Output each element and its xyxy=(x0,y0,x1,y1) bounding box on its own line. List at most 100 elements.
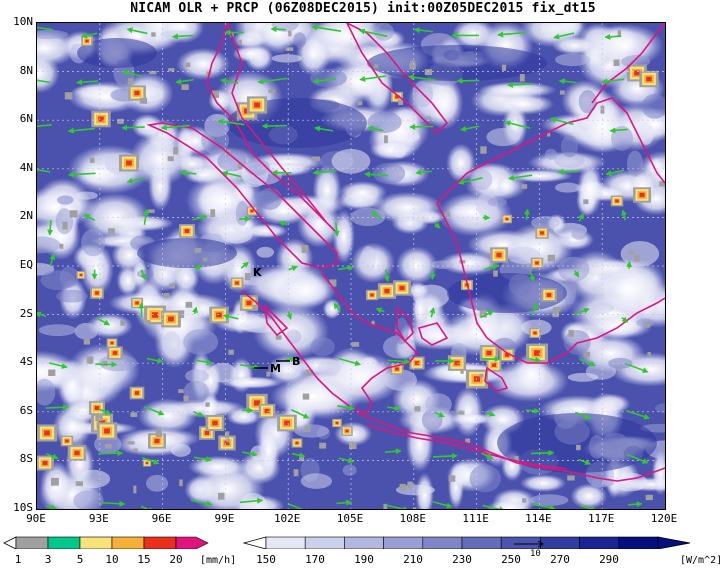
latitude-label: 2N xyxy=(19,209,33,223)
olr-colorbar-swatch xyxy=(422,536,463,549)
olr-cloud-patch xyxy=(162,330,181,356)
longitude-label: 99E xyxy=(214,512,235,525)
station-label: B xyxy=(292,355,300,368)
olr-cloud-patch xyxy=(235,200,249,227)
olr-cloud-patch xyxy=(300,473,333,489)
wind-vector xyxy=(484,410,496,417)
precip-cell xyxy=(285,47,294,51)
wind-vector xyxy=(37,168,51,173)
wind-vector xyxy=(239,497,264,504)
precip-cell xyxy=(567,475,575,481)
wind-vector xyxy=(621,209,628,221)
coastline-path xyxy=(263,303,289,337)
coastline-path xyxy=(396,306,414,343)
olr-cloud-patch xyxy=(531,215,560,230)
olr-cloud-patch xyxy=(256,246,275,258)
precip-cell xyxy=(540,231,544,235)
wind-vector xyxy=(580,505,597,509)
wind-vector xyxy=(338,357,362,367)
wind-vector xyxy=(413,27,434,34)
wind-vector xyxy=(621,316,629,323)
olr-cloud-patch xyxy=(267,354,309,385)
coastline-path xyxy=(206,23,338,234)
wind-vector xyxy=(97,317,111,326)
precip-cell xyxy=(553,306,561,312)
precip-cell xyxy=(398,99,404,105)
wind-vector xyxy=(385,504,410,509)
precip-cell xyxy=(568,329,574,337)
wind-vector xyxy=(126,176,146,184)
precip-cell xyxy=(228,349,234,355)
precip-cell xyxy=(351,342,360,347)
precip-colorbar-tick-label: 15 xyxy=(137,553,151,566)
olr-cloud-patch xyxy=(270,376,354,417)
latitude-label: 8S xyxy=(19,452,33,466)
latitude-label: 2S xyxy=(19,306,33,320)
wind-vector xyxy=(430,270,436,280)
wind-vector xyxy=(532,503,556,509)
precip-colorbar-tick-label: 20 xyxy=(169,553,183,566)
precip-cell xyxy=(203,257,208,262)
precip-cell xyxy=(178,389,184,393)
olr-cloud-patch xyxy=(176,47,231,81)
olr-cloud-patch xyxy=(37,53,60,94)
olr-colorbar-right-triangle xyxy=(657,536,691,549)
wind-vector xyxy=(217,118,245,126)
precip-cell xyxy=(617,366,622,370)
precip-cell xyxy=(645,494,653,501)
wind-vector xyxy=(140,269,147,281)
wind-vector xyxy=(336,499,353,506)
wind-vector xyxy=(482,504,506,509)
wind-vector xyxy=(367,125,384,132)
precip-cell xyxy=(237,163,242,170)
precip-cell xyxy=(535,261,539,265)
wind-vector xyxy=(241,450,258,457)
olr-cloud-patch xyxy=(56,289,88,303)
olr-cloud-patch xyxy=(172,262,200,293)
wind-vector xyxy=(126,27,148,35)
olr-cloud-patch xyxy=(38,324,77,337)
olr-cloud-patch xyxy=(293,32,306,48)
precip-cell xyxy=(424,69,433,76)
precip-cell xyxy=(319,442,327,449)
olr-cloud-patch xyxy=(620,241,660,267)
olr-cloud-patch xyxy=(651,449,665,496)
olr-cloud-patch xyxy=(372,162,406,184)
precip-colorbar-tick-label: 3 xyxy=(44,553,52,566)
wind-vector xyxy=(292,452,306,459)
precip-cell xyxy=(613,59,620,66)
olr-cloud-patch xyxy=(271,54,303,63)
olr-cloud-patch xyxy=(563,278,577,305)
precip-cell xyxy=(627,250,634,255)
precip-cell xyxy=(293,469,299,477)
precip-colorbar-left-triangle xyxy=(3,536,17,549)
wind-vector xyxy=(375,307,385,314)
precip-cell xyxy=(583,199,589,205)
olr-cloud-patch xyxy=(129,131,191,187)
olr-cloud-patch xyxy=(76,469,111,489)
precip-cell xyxy=(514,456,519,463)
olr-cloud-patch xyxy=(588,302,614,314)
wind-vector xyxy=(261,123,287,130)
wind-vector xyxy=(288,265,298,272)
olr-colorbar-tick-label: 290 xyxy=(599,553,619,566)
wind-vector xyxy=(432,500,453,509)
precip-cell xyxy=(48,369,56,376)
olr-cloud-patch xyxy=(567,372,599,382)
olr-cloud-patch xyxy=(610,125,634,151)
wind-vector xyxy=(484,264,499,271)
olr-cloud-patch xyxy=(384,369,417,391)
olr-cloud-patch xyxy=(424,393,452,416)
wind-vector xyxy=(222,313,239,320)
olr-cloud-patch xyxy=(73,490,104,509)
wind-vector xyxy=(528,356,542,363)
olr-cloud-patch xyxy=(407,131,420,142)
olr-cloud-patch xyxy=(209,362,237,383)
olr-cloud-patch xyxy=(218,376,284,389)
olr-cloud-patch xyxy=(277,273,336,308)
precip-cell xyxy=(133,448,138,452)
olr-colorbar-left-triangle xyxy=(242,536,267,549)
wind-vector xyxy=(456,77,480,84)
wind-vector xyxy=(530,302,539,315)
precip-cell xyxy=(444,211,451,217)
